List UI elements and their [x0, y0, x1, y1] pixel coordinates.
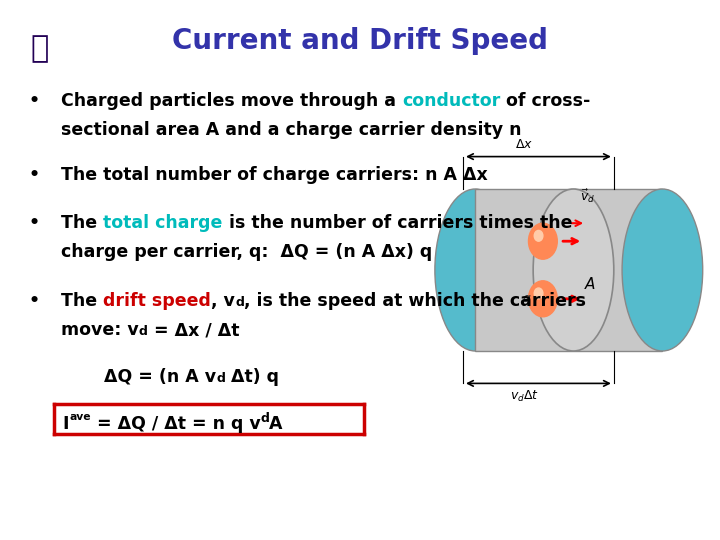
Text: ave: ave — [69, 411, 91, 422]
Text: The: The — [61, 214, 104, 232]
Text: •: • — [29, 214, 40, 232]
Circle shape — [534, 231, 543, 241]
Text: •: • — [29, 166, 40, 184]
Text: The total number of charge carriers: n A Δx: The total number of charge carriers: n A… — [61, 166, 488, 184]
Text: d: d — [261, 411, 269, 424]
Text: drift speed: drift speed — [104, 292, 211, 310]
Text: The: The — [61, 292, 104, 310]
Text: $v_d \Delta t$: $v_d \Delta t$ — [510, 389, 539, 404]
Text: I: I — [63, 415, 69, 434]
Ellipse shape — [622, 189, 703, 351]
Circle shape — [528, 281, 557, 317]
Text: d: d — [139, 325, 148, 339]
Text: of cross-: of cross- — [500, 92, 591, 110]
Text: move: v: move: v — [61, 321, 139, 339]
Text: conductor: conductor — [402, 92, 500, 110]
Text: Current and Drift Speed: Current and Drift Speed — [172, 27, 548, 55]
Text: d: d — [217, 372, 225, 385]
Ellipse shape — [533, 189, 614, 351]
Text: Charged particles move through a: Charged particles move through a — [61, 92, 402, 110]
Text: sectional area A and a charge carrier density n: sectional area A and a charge carrier de… — [61, 121, 522, 139]
Text: total charge: total charge — [104, 214, 222, 232]
Text: 🦎: 🦎 — [30, 34, 49, 63]
Ellipse shape — [435, 189, 516, 351]
Text: $\vec{v}_d$: $\vec{v}_d$ — [580, 188, 595, 205]
Circle shape — [528, 223, 557, 259]
Circle shape — [534, 288, 543, 299]
Text: Δt) q: Δt) q — [225, 368, 279, 386]
Text: is the number of carriers times the: is the number of carriers times the — [222, 214, 572, 232]
Text: A: A — [585, 277, 595, 292]
Text: = Δx / Δt: = Δx / Δt — [148, 321, 239, 339]
Text: A: A — [269, 415, 283, 434]
Text: •: • — [29, 92, 40, 110]
Text: •: • — [29, 292, 40, 310]
Text: ΔQ = (n A v: ΔQ = (n A v — [104, 368, 217, 386]
Text: q: q — [523, 292, 531, 305]
Text: , is the speed at which the carriers: , is the speed at which the carriers — [244, 292, 586, 310]
Bar — [475, 189, 662, 351]
Text: $\Delta x$: $\Delta x$ — [516, 138, 534, 151]
Text: , v: , v — [211, 292, 235, 310]
Text: = ΔQ / Δt = n q v: = ΔQ / Δt = n q v — [91, 415, 261, 434]
Text: charge per carrier, q:  ΔQ = (n A Δx) q: charge per carrier, q: ΔQ = (n A Δx) q — [61, 243, 433, 261]
Text: d: d — [235, 296, 244, 309]
